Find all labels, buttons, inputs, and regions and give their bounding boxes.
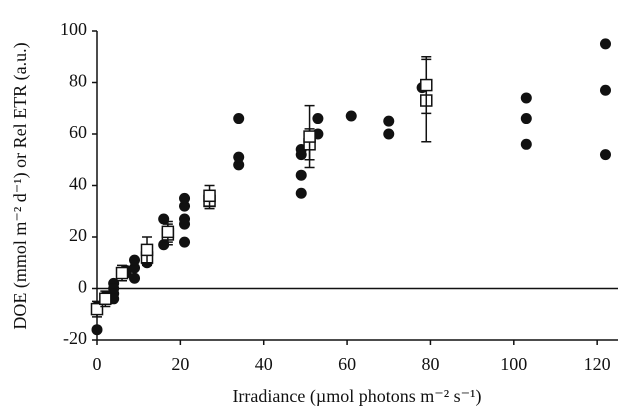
circle-marker xyxy=(295,169,307,181)
circle-marker xyxy=(233,113,245,125)
circle-marker xyxy=(129,262,141,274)
circle-marker xyxy=(179,192,191,204)
square-marker xyxy=(140,243,154,257)
y-tick-label: 100 xyxy=(60,19,87,39)
y-tick-label: 20 xyxy=(69,225,87,245)
circle-marker xyxy=(91,324,103,336)
circle-marker xyxy=(599,38,611,50)
x-axis-label: Irradiance (µmol photons m⁻² s⁻¹) xyxy=(232,386,481,407)
square-marker xyxy=(303,130,316,143)
circle-marker xyxy=(520,113,532,125)
x-tick-label: 20 xyxy=(171,354,189,374)
x-tick-label: 60 xyxy=(338,354,356,374)
circle-marker xyxy=(179,236,191,248)
circle-marker xyxy=(233,151,245,163)
y-tick-label: 0 xyxy=(78,277,87,297)
circle-marker xyxy=(179,200,191,212)
circle-marker xyxy=(295,187,307,199)
y-tick-label: 80 xyxy=(69,71,87,91)
y-axis-label: DOE (mmol m⁻² d⁻¹) or Rel ETR (a.u.) xyxy=(10,42,31,329)
x-tick-label: 0 xyxy=(93,354,102,374)
square-marker xyxy=(115,266,129,280)
circle-marker xyxy=(179,213,191,225)
circle-marker xyxy=(129,254,141,266)
circle-marker xyxy=(233,159,245,171)
square-marker xyxy=(420,78,433,92)
circle-marker xyxy=(383,115,395,127)
square-marker xyxy=(99,292,112,306)
x-tick-label: 120 xyxy=(584,354,611,374)
y-tick-label: -20 xyxy=(63,328,87,348)
y-tick-label: 40 xyxy=(69,174,87,194)
circle-marker xyxy=(383,128,395,140)
circle-marker xyxy=(520,92,532,104)
circle-marker xyxy=(129,272,141,284)
circle-marker xyxy=(599,84,611,96)
x-tick-label: 100 xyxy=(500,354,527,374)
square-marker xyxy=(203,189,216,203)
x-tick-label: 40 xyxy=(255,354,273,374)
square-marker xyxy=(90,302,104,316)
circle-marker xyxy=(345,110,357,122)
square-marker xyxy=(161,225,175,239)
circle-marker xyxy=(599,149,611,161)
y-tick-label: 60 xyxy=(69,122,87,142)
circle-marker xyxy=(520,138,532,150)
x-tick-label: 80 xyxy=(421,354,439,374)
circle-marker xyxy=(312,113,324,125)
